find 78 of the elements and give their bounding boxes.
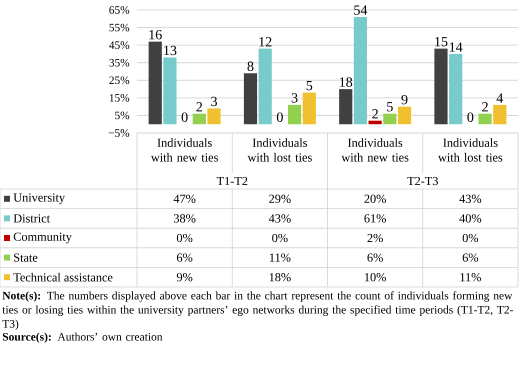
annotation: 9 [401, 94, 408, 104]
annotation: 16 [149, 30, 162, 40]
data-label: 10% [364, 273, 386, 282]
data-label: 0% [462, 234, 478, 242]
legend-label: Community [14, 232, 72, 244]
data-label: 6% [462, 253, 478, 262]
bar [258, 48, 272, 124]
data-label: 47% [174, 194, 196, 203]
bar [163, 57, 177, 124]
x-tick-label: Individuals with lost ties [248, 138, 312, 162]
data-label: 43% [459, 194, 482, 203]
y-tick-label: 65% [109, 6, 130, 14]
y-tick-label: 15% [110, 94, 130, 102]
bar [478, 114, 492, 124]
annotation: 5 [306, 81, 312, 90]
annotation: 2 [482, 102, 488, 112]
data-label: 9% [176, 273, 192, 282]
annotation: 12 [259, 37, 272, 46]
text: Note(s): The numbers displayed above each bar in the chart represent the count of individuals forming new ties or losing ties within the university partners’ ego networks during the specified time periods (T1-T2, T2-T3) [2, 291, 514, 330]
annotation: 3 [292, 93, 298, 103]
bar [244, 73, 258, 124]
bar [339, 89, 352, 124]
y-tick-label: 25% [109, 76, 130, 84]
annotation: 0 [182, 112, 188, 122]
annotation: 5 [387, 102, 393, 112]
legend-label: State [14, 253, 38, 262]
data-label: 20% [364, 194, 386, 203]
y-tick-label: 5% [115, 112, 130, 120]
bar [148, 42, 162, 124]
data-label: 6% [176, 253, 192, 262]
annotation: 13 [164, 46, 176, 56]
annotation: 2 [372, 109, 378, 118]
bar [354, 17, 368, 124]
annotation: 2 [196, 102, 202, 112]
x-tick-label: Individuals with new ties [150, 138, 218, 162]
annotation: 0 [467, 112, 474, 122]
data-label: 0% [272, 234, 288, 242]
text: T1-T2 [216, 176, 248, 186]
bar [368, 120, 382, 124]
data-label: 61% [364, 214, 386, 223]
legend-label: University [14, 193, 66, 204]
data-label: 18% [270, 273, 291, 282]
annotation: 4 [496, 93, 504, 103]
annotation: 18 [340, 77, 352, 87]
bar [192, 114, 206, 124]
annotation: 3 [211, 96, 217, 106]
text: Source(s): Authors’ own creation [2, 332, 162, 343]
data-label: 11% [270, 253, 290, 262]
text: T2-T3 [407, 176, 438, 186]
y-tick-label: 55% [110, 24, 130, 32]
y-tick-label: −5% [108, 129, 130, 137]
data-label: 38% [174, 214, 196, 223]
annotation: 54 [354, 5, 368, 15]
bar [207, 108, 221, 124]
legend-label: Technical assistance [14, 272, 112, 282]
data-label: 2% [368, 234, 383, 242]
data-label: 11% [460, 273, 481, 282]
y-tick-label: 45% [109, 41, 130, 49]
data-label: 43% [268, 214, 291, 223]
data-label: 6% [367, 253, 383, 262]
legend-label: District [14, 214, 50, 223]
annotation: 8 [248, 62, 254, 71]
x-tick-label: Individuals with lost ties [438, 138, 502, 162]
data-label: 29% [269, 194, 291, 203]
bar [383, 114, 396, 124]
bar [434, 48, 448, 124]
bar [398, 106, 412, 124]
bar [449, 54, 462, 124]
data-label: 0% [176, 234, 192, 242]
annotation: 15 [435, 37, 448, 46]
x-tick-label: Individuals with new ties [341, 138, 408, 162]
bar [302, 92, 316, 124]
annotation: 14 [450, 42, 462, 52]
bar [288, 104, 302, 124]
bar [493, 104, 506, 124]
data-label: 40% [459, 214, 482, 223]
y-tick-label: 35% [109, 58, 130, 67]
annotation: 0 [276, 112, 283, 122]
